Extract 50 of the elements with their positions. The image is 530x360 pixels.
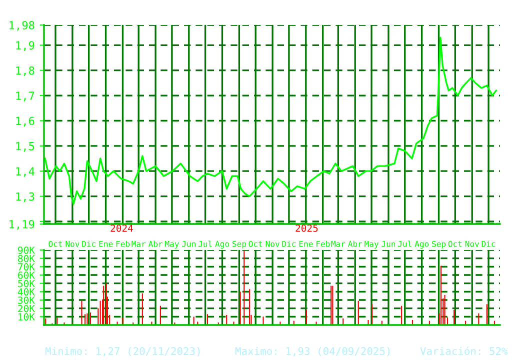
x-tick-label: Feb xyxy=(116,240,130,247)
x-tick-label: Oct xyxy=(48,240,62,247)
text: 2024 xyxy=(110,224,133,232)
x-tick-label: Nov xyxy=(266,240,280,247)
y-tick-label: 1,3 xyxy=(16,192,34,202)
x-tick-label: Sep xyxy=(432,240,446,249)
x-tick-label: May xyxy=(165,240,179,249)
x-tick-label: Ago xyxy=(414,240,429,249)
y-tick-label: 1,8 xyxy=(16,66,34,76)
x-tick-label: Abr xyxy=(148,240,163,247)
y-tick-label: 30K xyxy=(18,296,35,304)
x-tick-label: Jul xyxy=(198,240,212,247)
y-tick-label: 1,5 xyxy=(16,142,34,152)
x-tick-label: Dic xyxy=(282,240,296,247)
text: Variación: 52% xyxy=(420,346,508,356)
x-tick-label: Dic xyxy=(482,240,496,247)
x-tick-label: Oct xyxy=(448,240,462,247)
x-tick-label: Mar xyxy=(331,240,346,247)
x-tick-label: May xyxy=(364,240,378,249)
y-tick-label: 40K xyxy=(18,288,35,296)
x-tick-label: Feb xyxy=(316,240,330,247)
x-tick-label: Ene xyxy=(299,240,313,247)
y-tick-label: 1,6 xyxy=(16,116,34,127)
y-tick-label: 70K xyxy=(18,263,35,271)
x-tick-label: Nov xyxy=(465,240,479,247)
y-tick-label: 1,7 xyxy=(16,92,34,102)
x-tick-label: Sep xyxy=(232,240,246,249)
x-tick-label: Jul xyxy=(398,240,412,247)
y-tick-label: 1,98 xyxy=(10,21,34,31)
x-tick-label: Oct xyxy=(248,240,262,247)
y-tick-label: 80K xyxy=(18,254,35,262)
x-tick-label: Dic xyxy=(82,240,96,247)
text: Maximo: 1,93 (04/09/2025) xyxy=(235,346,390,356)
y-tick-label: 50K xyxy=(18,280,35,288)
y-tick-label: 10K xyxy=(18,313,35,321)
x-tick-label: Jun xyxy=(382,240,396,247)
x-tick-label: Mar xyxy=(132,240,146,247)
y-tick-label: 90K xyxy=(18,246,35,254)
x-tick-label: Ene xyxy=(99,240,113,247)
y-tick-label: 1,19 xyxy=(10,220,34,230)
x-tick-label: Ago xyxy=(215,240,229,249)
text: Minimo: 1,27 (20/11/2023) xyxy=(45,346,200,356)
x-tick-label: Jun xyxy=(182,240,196,247)
y-tick-label: 1,4 xyxy=(16,167,34,177)
y-tick-label: 1,9 xyxy=(16,41,34,51)
y-tick-label: 60K xyxy=(18,272,35,279)
x-tick-label: Nov xyxy=(66,240,80,247)
x-tick-label: Abr xyxy=(348,240,362,247)
y-tick-label: 20K xyxy=(18,304,35,312)
text: 2025 xyxy=(296,224,318,232)
